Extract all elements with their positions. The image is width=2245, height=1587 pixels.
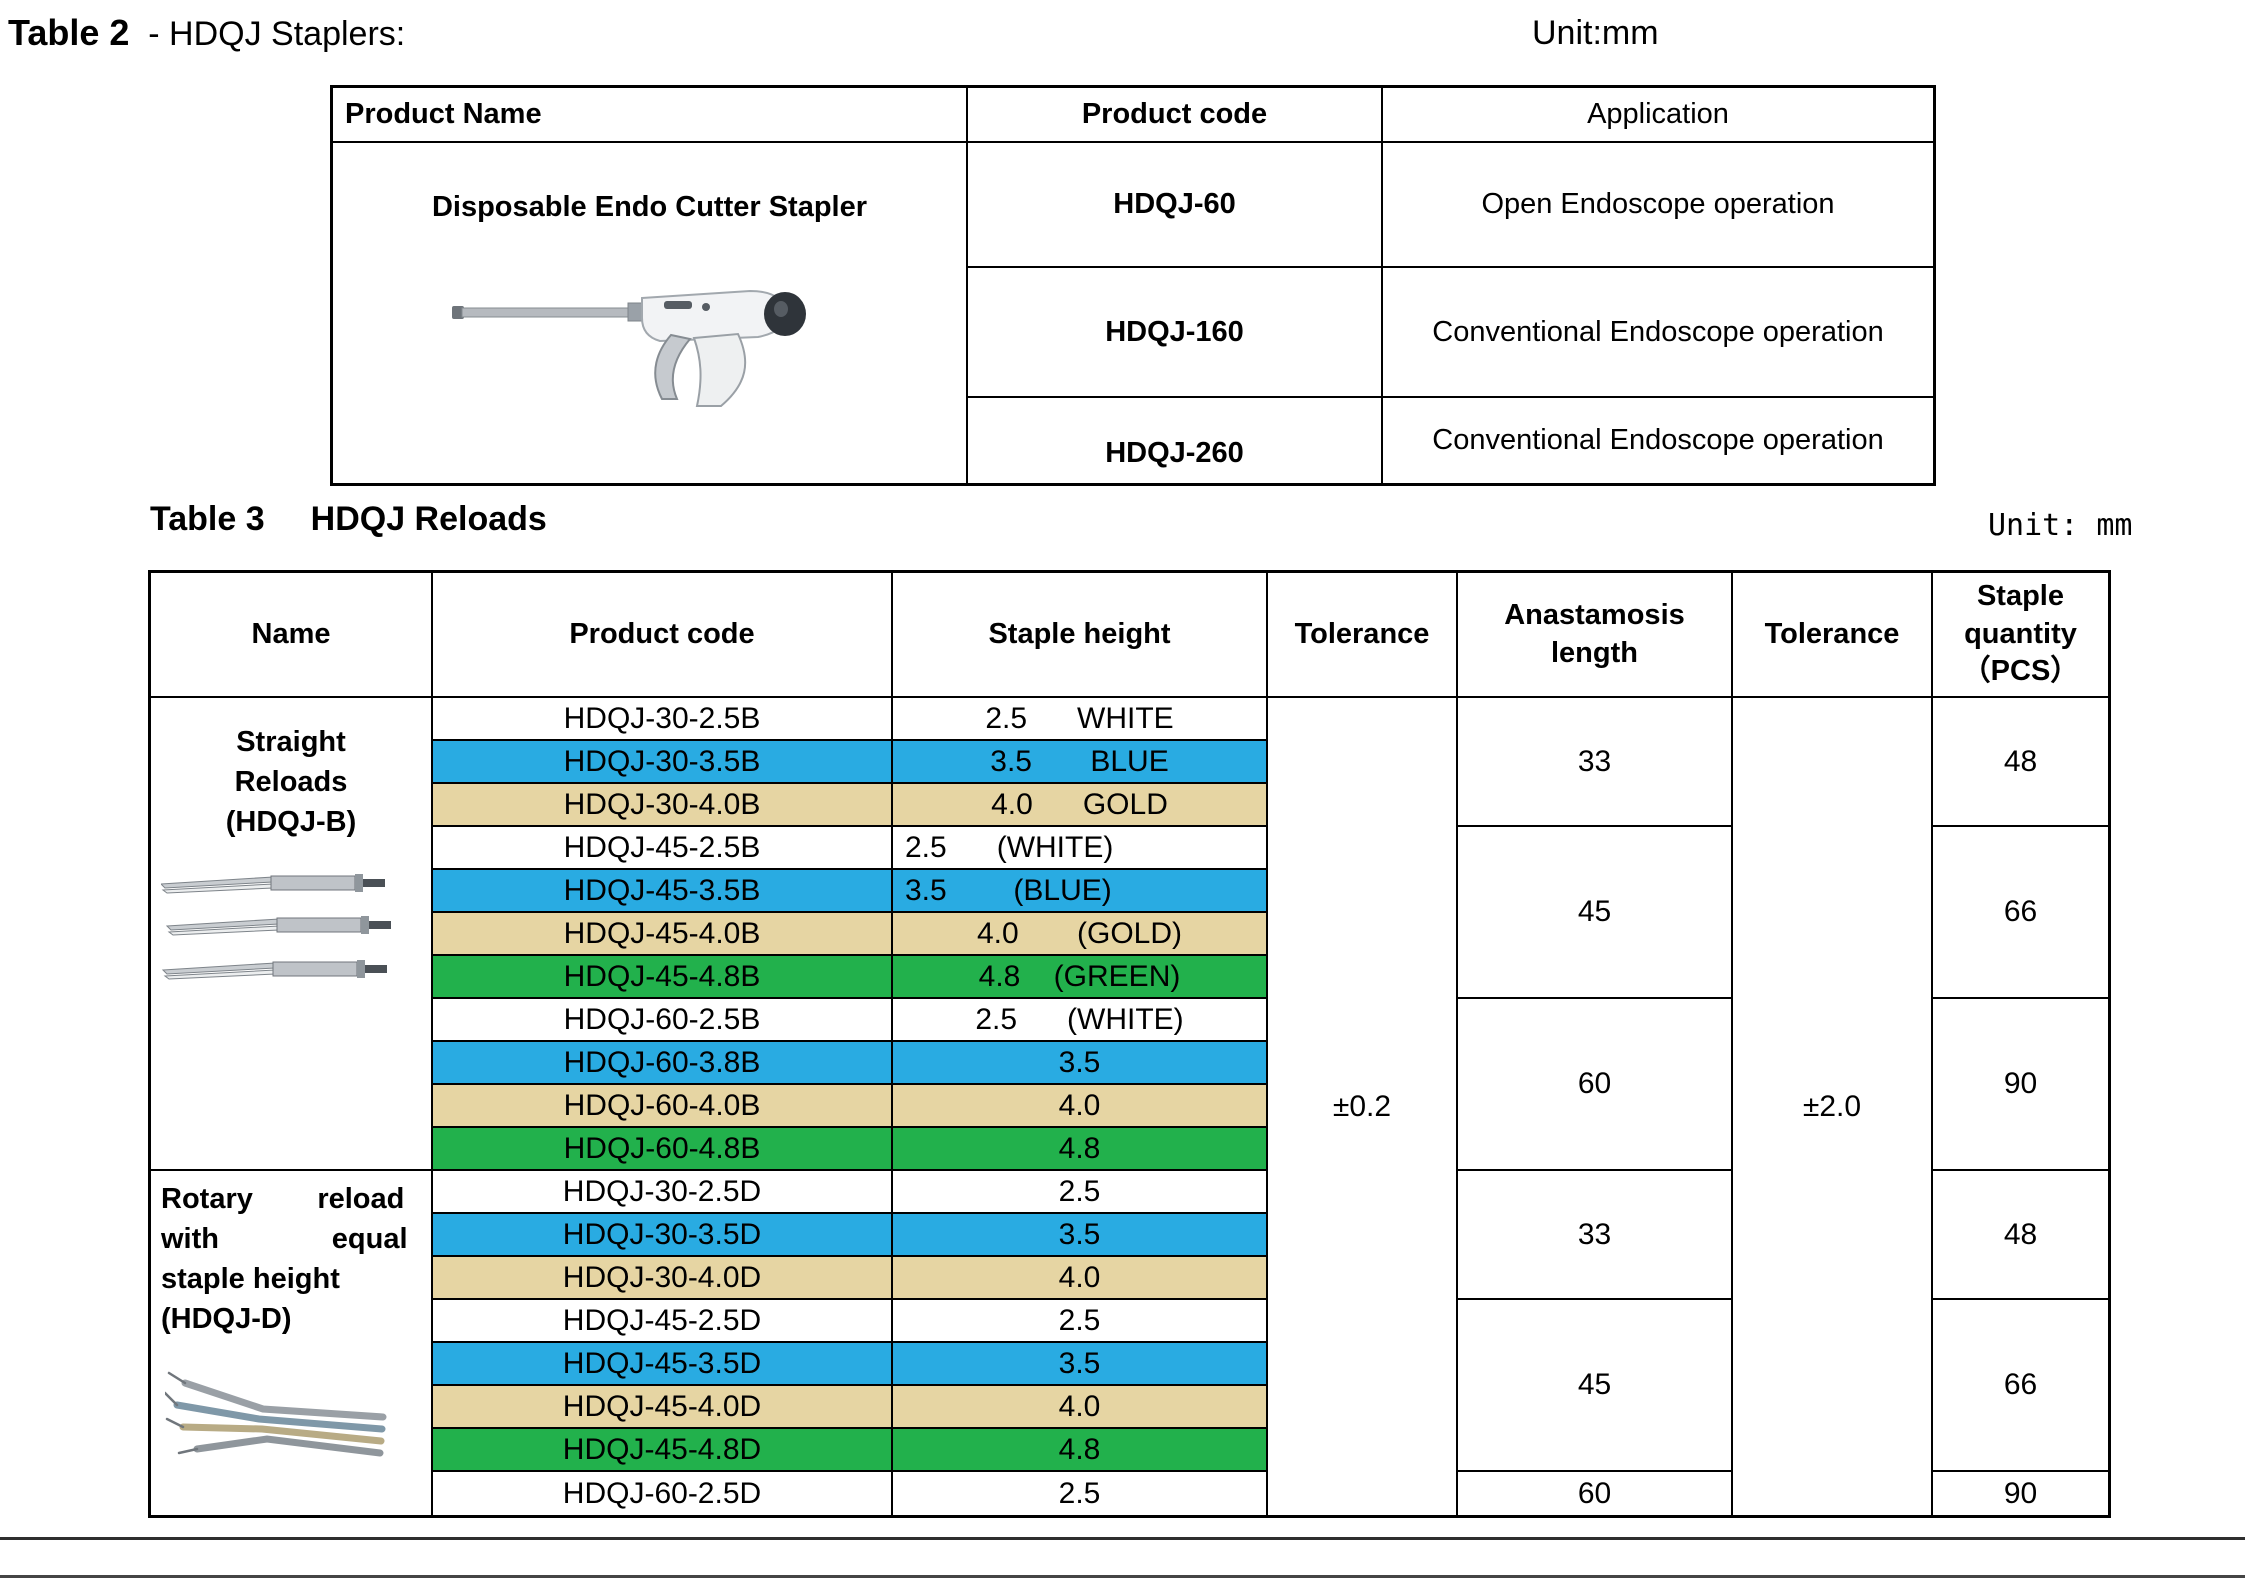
product-name: Disposable Endo Cutter Stapler: [431, 191, 868, 223]
reload-staple-height: 3.5: [893, 1042, 1268, 1085]
reload-product-code: HDQJ-60-2.5B: [433, 999, 893, 1042]
group-rotary-reloads-label: Rotary reload with equal staple height (…: [161, 1183, 408, 1336]
reload-product-code: HDQJ-45-4.8B: [433, 956, 893, 999]
reload-staple-height: 4.8 (GREEN): [893, 956, 1268, 999]
table3-header-name: Name: [151, 573, 433, 698]
staplers-table: Product Name Product code Application Di…: [330, 85, 1936, 486]
reload-staple-height: 4.0: [893, 1257, 1268, 1300]
reload-product-code: HDQJ-30-3.5D: [433, 1214, 893, 1257]
reload-product-code: HDQJ-45-3.5D: [433, 1343, 893, 1386]
table2-header-product-name: Product Name: [333, 88, 968, 143]
table3-header-staple-height: Staple height: [893, 573, 1268, 698]
reload-staple-height: 4.0: [893, 1386, 1268, 1429]
table2-title: Table 2 - HDQJ Staplers:: [8, 12, 405, 54]
anastamosis-length-value: 60: [1458, 999, 1733, 1171]
reload-staple-height: 3.5: [893, 1214, 1268, 1257]
reload-product-code: HDQJ-45-4.8D: [433, 1429, 893, 1472]
reload-product-code: HDQJ-30-2.5B: [433, 698, 893, 741]
table3-header-tolerance-2: Tolerance: [1733, 573, 1933, 698]
anastamosis-length-value: 60: [1458, 1472, 1733, 1515]
reloads-table: Name Product code Staple height Toleranc…: [148, 570, 2111, 1518]
stapler-application: Open Endoscope operation: [1383, 143, 1933, 268]
reload-staple-height: 2.5 (WHITE): [893, 827, 1268, 870]
reload-product-code: HDQJ-45-4.0B: [433, 913, 893, 956]
group-rotary-reloads: Rotary reload with equal staple height (…: [151, 1171, 433, 1515]
table3-header-anastamosis-length: Anastamosis length: [1458, 573, 1733, 698]
stapler-code: HDQJ-160: [968, 268, 1383, 398]
staple-quantity-value: 48: [1933, 698, 2108, 827]
table2-header-application: Application: [1383, 88, 1933, 143]
reload-staple-height: 3.5 (BLUE): [893, 870, 1268, 913]
reload-product-code: HDQJ-45-2.5B: [433, 827, 893, 870]
staple-quantity-value: 48: [1933, 1171, 2108, 1300]
anastamosis-length-value: 33: [1458, 698, 1733, 827]
reload-product-code: HDQJ-60-2.5D: [433, 1472, 893, 1515]
reload-staple-height: 4.0: [893, 1085, 1268, 1128]
staple-height-tolerance: ±0.2: [1268, 698, 1458, 1515]
table3-title-rest: HDQJ Reloads: [310, 500, 547, 538]
footer-rule-1: [0, 1537, 2245, 1540]
anastamosis-length-value: 45: [1458, 827, 1733, 999]
straight-reloads-image: [161, 874, 391, 980]
reload-staple-height: 4.8: [893, 1128, 1268, 1171]
reload-product-code: HDQJ-60-4.0B: [433, 1085, 893, 1128]
reload-product-code: HDQJ-30-2.5D: [433, 1171, 893, 1214]
anastamosis-tolerance: ±2.0: [1733, 698, 1933, 1515]
group-straight-reloads-label: Straight Reloads (HDQJ-B): [225, 726, 357, 839]
anastamosis-length-value: 33: [1458, 1171, 1733, 1300]
group-straight-reloads: Straight Reloads (HDQJ-B): [151, 698, 433, 1171]
anastamosis-length-value: 45: [1458, 1300, 1733, 1472]
reload-staple-height: 2.5: [893, 1300, 1268, 1343]
reload-staple-height: 4.0 (GOLD): [893, 913, 1268, 956]
reload-product-code: HDQJ-30-4.0D: [433, 1257, 893, 1300]
reload-product-code: HDQJ-45-2.5D: [433, 1300, 893, 1343]
reload-staple-height: 2.5 (WHITE): [893, 999, 1268, 1042]
stapler-code: HDQJ-60: [968, 143, 1383, 268]
reload-staple-height: 2.5: [893, 1171, 1268, 1214]
reload-staple-height: 2.5: [893, 1472, 1268, 1515]
reload-staple-height: 4.8: [893, 1429, 1268, 1472]
endo-cutter-stapler-image: [451, 289, 806, 407]
table3-title: Table 3 HDQJ Reloads: [150, 500, 547, 539]
staple-quantity-value: 66: [1933, 1300, 2108, 1472]
reload-product-code: HDQJ-45-3.5B: [433, 870, 893, 913]
stapler-application: Conventional Endoscope operation: [1432, 424, 1884, 456]
reload-staple-height: 4.0 GOLD: [893, 784, 1268, 827]
reload-product-code: HDQJ-30-3.5B: [433, 741, 893, 784]
staple-quantity-value: 66: [1933, 827, 2108, 999]
staple-quantity-value: 90: [1933, 999, 2108, 1171]
reload-staple-height: 2.5 WHITE: [893, 698, 1268, 741]
table3-title-label: Table 3: [150, 500, 265, 538]
reload-staple-height: 3.5: [893, 1343, 1268, 1386]
reload-product-code: HDQJ-60-3.8B: [433, 1042, 893, 1085]
table3-unit-label: Unit: mm: [1988, 508, 2133, 543]
rotary-reloads-image: [165, 1371, 387, 1457]
stapler-application: Conventional Endoscope operation: [1383, 268, 1933, 398]
product-name-cell: Disposable Endo Cutter Stapler: [333, 143, 968, 483]
reload-product-code: HDQJ-30-4.0B: [433, 784, 893, 827]
reload-product-code: HDQJ-45-4.0D: [433, 1386, 893, 1429]
reload-staple-height: 3.5 BLUE: [893, 741, 1268, 784]
footer-rule-2: [0, 1575, 2245, 1578]
table2-header-product-code: Product code: [968, 88, 1383, 143]
table2-unit-label: Unit:mm: [1532, 14, 1659, 52]
table3-header-product-code: Product code: [433, 573, 893, 698]
table2-title-rest: - HDQJ Staplers:: [129, 15, 406, 53]
staple-quantity-value: 90: [2003, 1476, 2038, 1510]
table3-header-tolerance-1: Tolerance: [1268, 573, 1458, 698]
reload-product-code: HDQJ-60-4.8B: [433, 1128, 893, 1171]
table3-header-staple-quantity: Staple quantity （PCS）: [1933, 573, 2108, 698]
stapler-code: HDQJ-260: [968, 398, 1383, 483]
table2-title-label: Table 2: [8, 12, 130, 53]
